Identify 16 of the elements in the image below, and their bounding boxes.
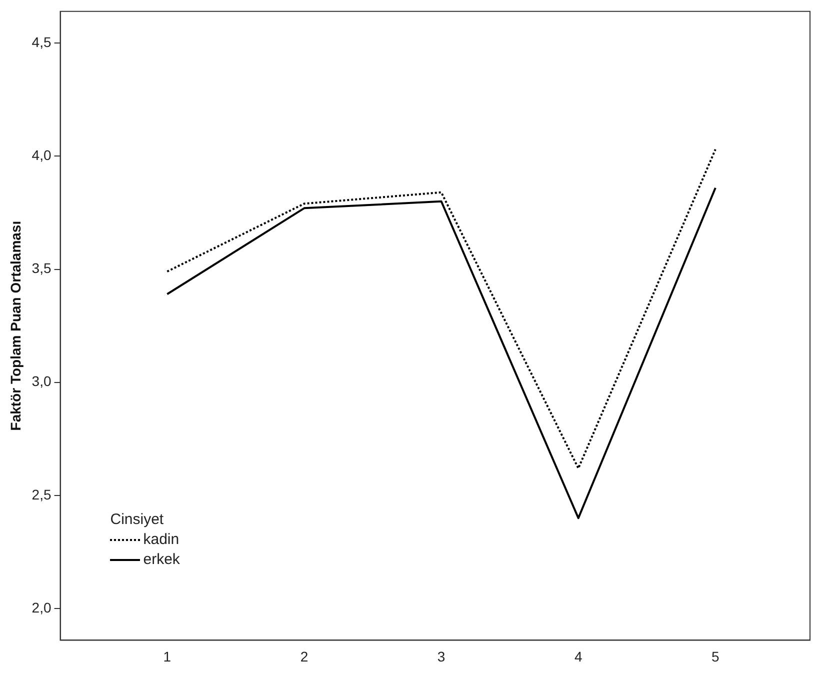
- x-tick-label: 3: [437, 648, 446, 664]
- y-tick-label: 3,0: [32, 373, 52, 390]
- legend-title: Cinsiyet: [110, 510, 165, 530]
- y-axis-title: Faktör Toplam Puan Ortalaması: [7, 220, 24, 431]
- y-tick-label: 2,0: [32, 599, 52, 616]
- y-tick-label: 4,5: [32, 34, 52, 50]
- x-tick-label: 1: [163, 648, 172, 664]
- y-tick-label: 4,0: [32, 147, 52, 164]
- x-tick-label: 4: [574, 648, 582, 664]
- y-tick-label: 3,5: [32, 260, 52, 276]
- y-tick-label: 2,5: [32, 486, 52, 502]
- legend-label: erkek: [143, 550, 180, 570]
- legend-label: kadin: [143, 530, 180, 550]
- line-series: [166, 148, 716, 470]
- x-tick-label: 2: [300, 648, 308, 664]
- x-tick-label: 5: [712, 648, 720, 664]
